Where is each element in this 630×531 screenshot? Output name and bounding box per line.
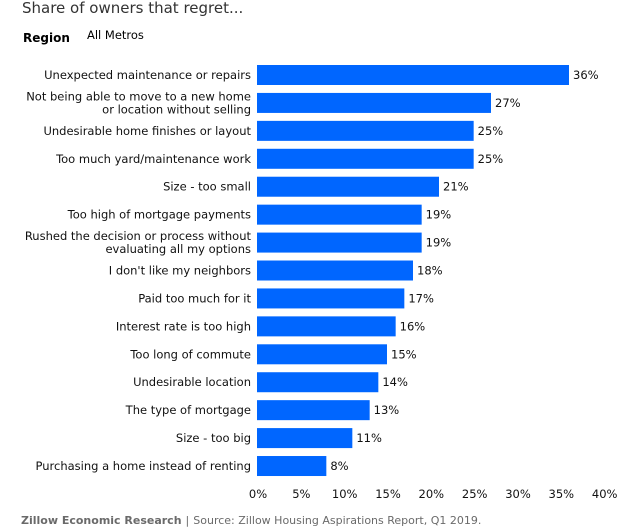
data-label: 25% <box>478 152 504 166</box>
footer-source: Zillow Economic Research | Source: Zillow … <box>21 514 481 527</box>
bar <box>257 372 379 393</box>
category-label: Purchasing a home instead of renting <box>36 459 251 473</box>
data-label: 25% <box>478 124 504 138</box>
x-tick-label: 30% <box>505 487 531 501</box>
category-label: Undesirable home finishes or layout <box>43 124 251 138</box>
x-tick-label: 10% <box>332 487 358 501</box>
chart-title: Share of owners that regret... <box>22 0 244 17</box>
x-tick-label: 35% <box>549 487 575 501</box>
bar <box>257 148 474 169</box>
x-tick-label: 0% <box>249 487 267 501</box>
region-filter-label: Region <box>23 31 70 45</box>
category-label: Too high of mortgage payments <box>67 208 251 222</box>
category-label: Rushed the decision or process without <box>25 229 252 243</box>
category-label: Unexpected maintenance or repairs <box>44 68 251 82</box>
data-label: 19% <box>426 236 452 250</box>
data-label: 19% <box>426 208 452 222</box>
region-filter-value[interactable]: All Metros <box>87 28 144 42</box>
x-tick-label: 40% <box>592 487 618 501</box>
bar <box>257 428 353 449</box>
bar <box>257 120 474 141</box>
category-label: or location without selling <box>102 102 251 116</box>
category-label: Interest rate is too high <box>116 319 251 333</box>
category-label: Size - too big <box>176 431 251 445</box>
bar <box>257 204 422 225</box>
footer-source-text: Source: Zillow Housing Aspirations Repor… <box>193 514 482 527</box>
footer-org: Zillow Economic Research <box>21 514 182 527</box>
category-label: I don't like my neighbors <box>109 264 251 278</box>
x-tick-label: 20% <box>419 487 445 501</box>
category-label: Undesirable location <box>133 375 251 389</box>
bar <box>257 288 405 309</box>
data-label: 15% <box>391 347 417 361</box>
x-tick-label: 5% <box>292 487 310 501</box>
data-label: 21% <box>443 180 469 194</box>
category-label: evaluating all my options <box>105 242 251 256</box>
data-label: 27% <box>495 96 521 110</box>
category-label: Not being able to move to a new home <box>26 89 251 103</box>
bar <box>257 65 569 85</box>
data-label: 11% <box>356 431 382 445</box>
bar <box>257 92 491 113</box>
data-label: 13% <box>374 403 400 417</box>
x-tick-label: 15% <box>375 487 401 501</box>
x-tick-label: 25% <box>462 487 488 501</box>
category-label: Too long of commute <box>129 347 251 361</box>
data-label: 14% <box>382 375 408 389</box>
data-label: 36% <box>573 68 599 82</box>
bar <box>257 176 439 197</box>
category-label: Too much yard/maintenance work <box>55 152 251 166</box>
data-label: 16% <box>400 319 426 333</box>
category-label: The type of mortgage <box>125 403 251 417</box>
bar <box>257 400 370 421</box>
category-label: Paid too much for it <box>138 291 251 305</box>
bar <box>257 456 327 477</box>
bar <box>257 260 413 281</box>
bar <box>257 316 396 337</box>
data-label: 17% <box>408 291 434 305</box>
footer-separator: | <box>185 514 190 527</box>
category-label: Size - too small <box>163 180 251 194</box>
bar <box>257 232 422 253</box>
bar <box>257 344 387 365</box>
data-label: 18% <box>417 264 443 278</box>
data-label: 8% <box>330 459 348 473</box>
